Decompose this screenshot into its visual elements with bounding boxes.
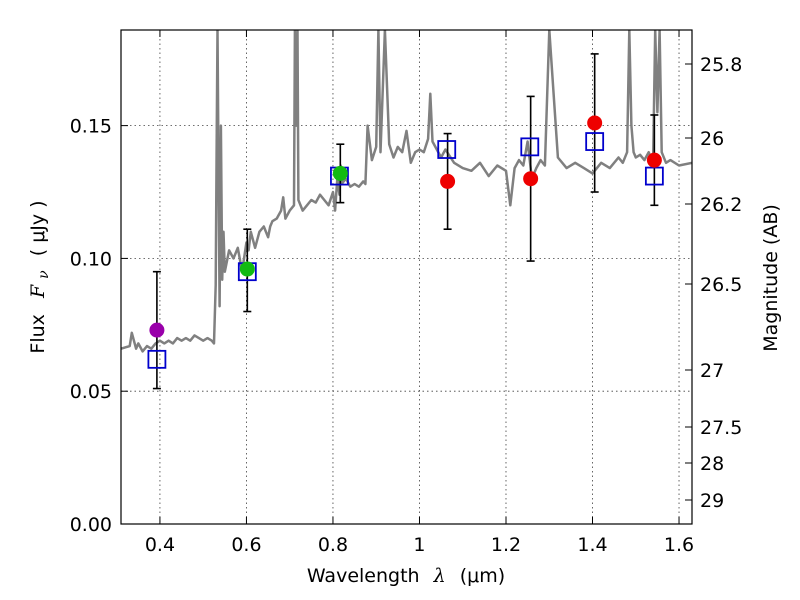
y-tick-label: 0.15 — [70, 116, 112, 138]
observed-point — [332, 165, 348, 181]
x-tick-label: 1.2 — [491, 534, 521, 556]
y-axis-label: Flux F ν ( μJy ) — [27, 200, 53, 353]
x-axis-label-text: Wavelength — [307, 565, 420, 587]
y-tick-label: 0.05 — [70, 381, 112, 403]
y-tick-label: 0.00 — [70, 514, 112, 536]
mag-tick-label: 26.2 — [700, 194, 742, 216]
x-tick-label: 0.8 — [318, 534, 348, 556]
y-tick-labels: 0.00 0.05 0.10 0.15 — [70, 116, 112, 536]
x-axis-label-symbol: λ — [433, 565, 446, 587]
x-tick-label: 1.4 — [577, 534, 607, 556]
y-axis-label-subscript: ν — [36, 270, 52, 279]
grid-lines — [121, 30, 692, 525]
spectrum-layer — [121, 30, 692, 353]
observed-point — [239, 261, 255, 277]
mag-tick-label: 27.5 — [700, 417, 742, 439]
x-axis-label-unit: (μm) — [460, 565, 505, 587]
mag-tick-label: 28 — [700, 453, 724, 475]
model-point-square — [520, 137, 540, 157]
mag-tick-label: 26.5 — [700, 274, 742, 296]
model-point-square — [437, 140, 457, 159]
model-point-square — [147, 349, 167, 369]
magnitude-tick-labels: 25.8 26 26.2 26.5 27 27.5 28 29 — [700, 54, 742, 512]
x-tick-label: 0.6 — [231, 534, 261, 556]
model-spectrum-line — [121, 30, 692, 353]
mag-tick-label: 27 — [700, 360, 724, 382]
y-axis-label-text: Flux — [27, 314, 49, 354]
x-tick-labels: 0.4 0.6 0.8 1 1.2 1.4 1.6 — [145, 534, 694, 556]
mag-tick-label: 26 — [700, 128, 724, 150]
observed-point — [523, 171, 539, 187]
x-tick-label: 1.6 — [664, 534, 694, 556]
axis-ticks — [121, 30, 692, 525]
y2-axis-label: Magnitude (AB) — [760, 204, 782, 352]
x-tick-label: 1 — [413, 534, 425, 556]
observed-point — [149, 322, 165, 338]
model-point-square — [585, 132, 605, 151]
observed-point — [440, 173, 456, 189]
plot-frame — [120, 29, 693, 525]
observed-point — [646, 152, 662, 168]
x-tick-label: 0.4 — [145, 534, 175, 556]
mag-tick-label: 25.8 — [700, 54, 742, 76]
observed-photometry-points — [149, 115, 662, 338]
mag-tick-label: 29 — [700, 490, 724, 512]
y-axis-label-unit: ( μJy ) — [27, 200, 49, 256]
x-axis-label: Wavelength λ (μm) — [307, 565, 505, 587]
error-bars — [152, 53, 659, 390]
y-tick-label: 0.10 — [70, 248, 112, 270]
observed-point — [587, 115, 603, 131]
y-axis-label-symbol: F — [27, 284, 49, 299]
